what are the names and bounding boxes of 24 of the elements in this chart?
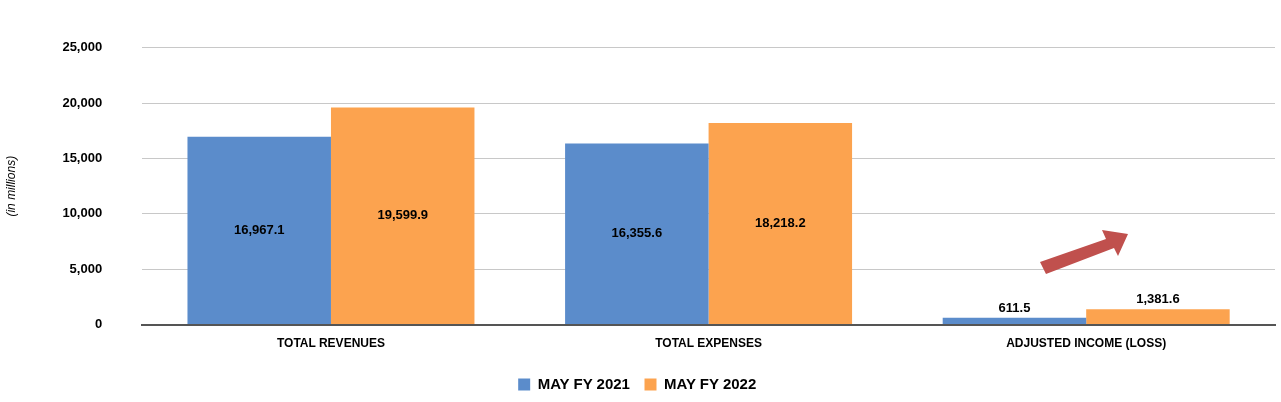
bar bbox=[565, 143, 709, 325]
data-label: 16,355.6 bbox=[611, 225, 663, 241]
x-tick-label: TOTAL REVENUES bbox=[276, 336, 385, 351]
x-tick-label: ADJUSTED INCOME (LOSS) bbox=[1006, 336, 1167, 351]
data-label: 1,381.6 bbox=[1136, 291, 1180, 307]
data-label: 611.5 bbox=[998, 299, 1031, 315]
data-label: 18,218.2 bbox=[755, 215, 806, 231]
y-tick-label: 25,000 bbox=[62, 39, 103, 55]
y-axis-title: (in millions) bbox=[3, 155, 18, 217]
legend-label: MAY FY 2022 bbox=[664, 374, 757, 392]
data-label: 19,599.9 bbox=[377, 207, 429, 223]
y-tick-label: 0 bbox=[94, 316, 103, 332]
y-tick-label: 15,000 bbox=[62, 150, 103, 166]
y-tick-label: 20,000 bbox=[62, 94, 103, 110]
legend-label: MAY FY 2021 bbox=[537, 374, 630, 392]
bar bbox=[942, 317, 1087, 325]
x-tick-label: TOTAL EXPENSES bbox=[655, 336, 762, 351]
bar bbox=[330, 107, 475, 325]
y-tick-label: 10,000 bbox=[62, 205, 103, 221]
bar bbox=[708, 122, 853, 325]
y-tick-label: 5,000 bbox=[69, 260, 103, 276]
data-label: 16,967.1 bbox=[233, 222, 285, 237]
bar bbox=[187, 136, 331, 325]
bar bbox=[1086, 309, 1230, 325]
